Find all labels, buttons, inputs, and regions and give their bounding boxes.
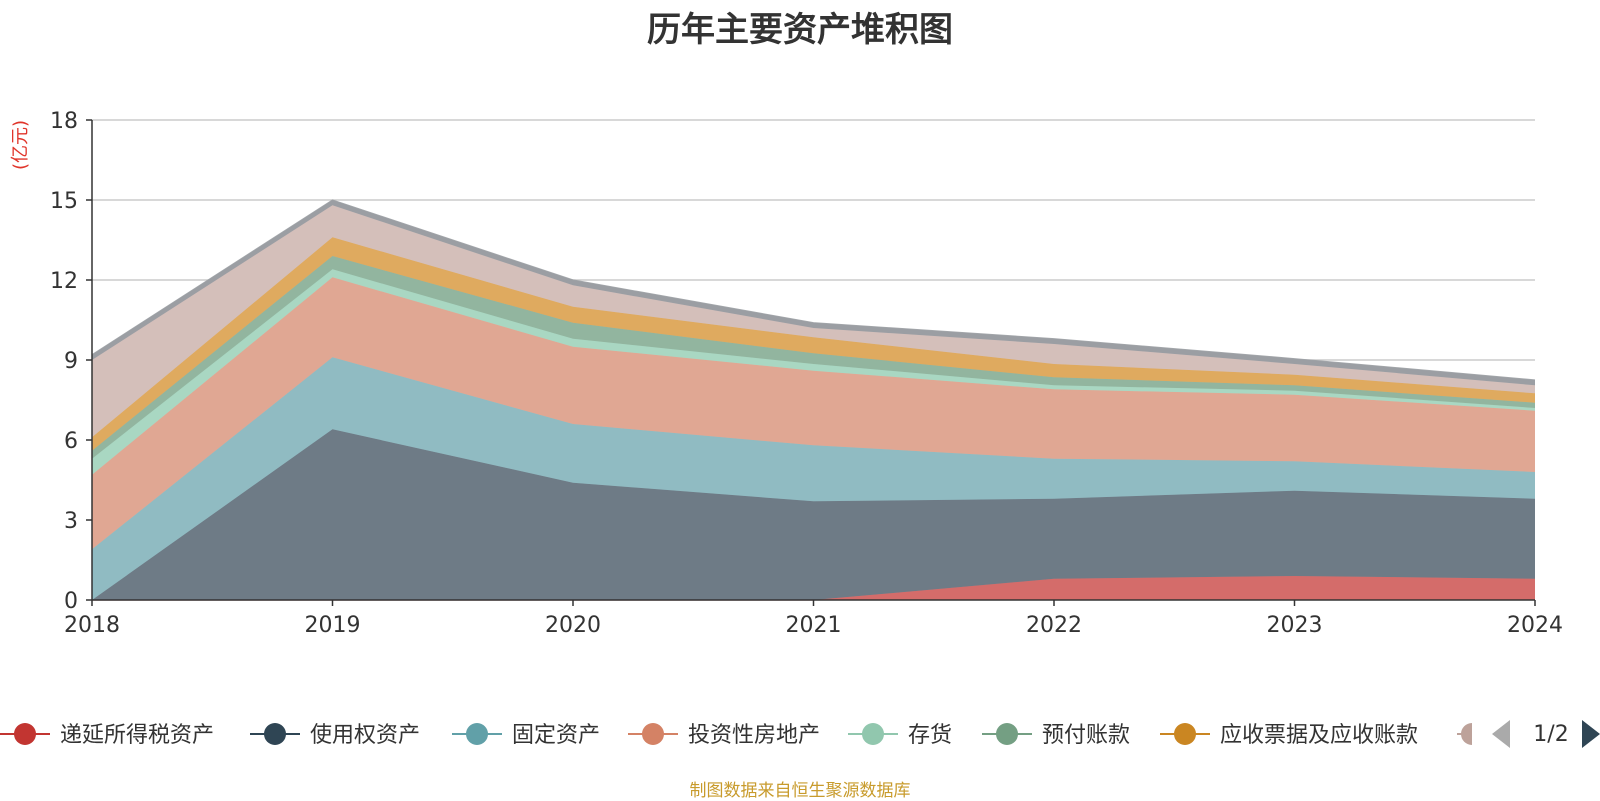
x-tick-label: 2022: [1026, 613, 1082, 638]
area-series-7: [92, 237, 1535, 451]
legend-marker: [862, 723, 884, 745]
legend-item-5[interactable]: 存货: [848, 723, 952, 748]
area-series-3: [92, 357, 1535, 600]
x-tick-label: 2018: [64, 613, 120, 638]
area-series-6: [92, 256, 1535, 459]
legend-item-2[interactable]: 使用权资产: [250, 723, 420, 748]
legend-label: 递延所得税资产: [60, 723, 214, 748]
legend-item-4[interactable]: 投资性房地产: [628, 723, 820, 748]
x-tick-label: 2019: [305, 613, 361, 638]
legend-label: 投资性房地产: [688, 723, 820, 748]
legend-pager: 1/2: [1492, 720, 1600, 748]
x-tick-label: 2023: [1267, 613, 1323, 638]
legend-marker: [642, 723, 664, 745]
legend-item-6[interactable]: 预付账款: [982, 723, 1130, 748]
y-tick-label: 15: [50, 189, 78, 214]
legend-marker: [466, 723, 488, 745]
legend-label: 固定资产: [512, 723, 600, 748]
series-line-9: [91, 199, 1536, 381]
legend-label: 应收票据及应收账款: [1220, 723, 1418, 748]
area-series-2: [92, 429, 1535, 600]
x-tick-label: 2020: [545, 613, 601, 638]
legend-marker: [996, 723, 1018, 745]
area-series: [91, 199, 1536, 601]
legend-marker: [264, 723, 286, 745]
y-tick-label: 9: [64, 349, 78, 374]
legend: 递延所得税资产 使用权资产 固定资产 投资性房地产 存货 预付账款 应收票据及应收账款: [0, 723, 1472, 748]
y-tick-label: 12: [50, 269, 78, 294]
legend-label: 存货: [908, 723, 952, 748]
area-series-4: [92, 277, 1535, 550]
legend-label: 预付账款: [1042, 723, 1130, 748]
y-tick-label: 18: [50, 109, 78, 134]
legend-prev-icon[interactable]: [1492, 720, 1510, 748]
legend-page-indicator: 1/2: [1533, 722, 1568, 747]
legend-item-8[interactable]: [1457, 723, 1472, 745]
chart-title: 历年主要资产堆积图: [647, 10, 953, 50]
legend-marker: [1461, 723, 1472, 745]
y-tick-label: 6: [64, 429, 78, 454]
y-tick-label: 0: [64, 589, 78, 614]
legend-marker: [14, 723, 36, 745]
area-series-1: [92, 576, 1535, 600]
source-note: 制图数据来自恒生聚源数据库: [689, 781, 911, 801]
legend-label: 使用权资产: [310, 723, 420, 748]
x-tick-label: 2021: [786, 613, 842, 638]
legend-next-icon[interactable]: [1582, 720, 1600, 748]
x-tick-label: 2024: [1507, 613, 1563, 638]
axes: 0 3 6 9 12 15 18 2018 2019 2020 2021 2022 2023 2024: [50, 109, 1563, 638]
legend-item-3[interactable]: 固定资产: [452, 723, 600, 748]
y-tick-label: 3: [64, 509, 78, 534]
legend-marker: [1174, 723, 1196, 745]
area-series-8: [92, 205, 1535, 438]
legend-item-7[interactable]: 应收票据及应收账款: [1160, 723, 1418, 748]
legend-item-1[interactable]: 递延所得税资产: [0, 723, 214, 748]
y-axis-unit-label: (亿元): [10, 120, 31, 170]
